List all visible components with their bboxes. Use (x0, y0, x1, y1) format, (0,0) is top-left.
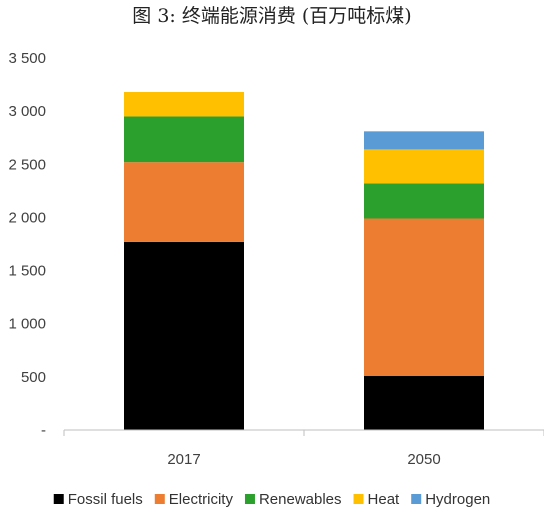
bar-segment (124, 116, 244, 163)
bar-segment (364, 218, 484, 376)
chart-title: 图 3: 终端能源消费 (百万吨标煤) (132, 5, 411, 27)
bar-segment (364, 183, 484, 219)
legend-label: Hydrogen (425, 491, 490, 508)
legend-item: Renewables (244, 491, 342, 508)
bar-segment (364, 131, 484, 150)
y-tick-label: 500 (21, 369, 46, 386)
y-tick-label: 1 000 (8, 316, 46, 333)
legend-item: Heat (353, 491, 401, 508)
x-axis: 2017 2050 (63, 429, 544, 468)
y-axis: - 500 1 000 1 500 2 000 2 500 3 000 3 500 (8, 50, 46, 439)
y-tick-label: 3 000 (8, 103, 46, 120)
bars (124, 92, 484, 430)
y-tick-label: 3 500 (8, 50, 46, 67)
legend-swatch (353, 494, 364, 504)
y-tick-label: - (41, 422, 46, 439)
legend-swatch (244, 494, 255, 504)
legend: Fossil fuels Electricity Renewables Heat Hyd… (53, 491, 490, 508)
y-tick-label: 1 500 (8, 263, 46, 280)
bar-segment (124, 241, 244, 430)
legend-swatch (411, 494, 422, 504)
legend-swatch (154, 494, 165, 504)
legend-item: Electricity (154, 491, 234, 508)
bar-segment (364, 149, 484, 184)
legend-item: Hydrogen (411, 491, 490, 508)
bar-segment (364, 375, 484, 430)
bar-segment (124, 92, 244, 117)
legend-label: Electricity (169, 491, 234, 508)
legend-label: Heat (368, 491, 401, 508)
legend-swatch (53, 494, 64, 504)
y-tick-label: 2 500 (8, 156, 46, 173)
legend-label: Fossil fuels (68, 491, 143, 508)
legend-item: Fossil fuels (53, 491, 143, 508)
y-tick-label: 2 000 (8, 209, 46, 226)
x-category-label: 2017 (167, 451, 200, 468)
bar-segment (124, 162, 244, 242)
legend-label: Renewables (259, 491, 342, 508)
x-category-label: 2050 (407, 451, 440, 468)
